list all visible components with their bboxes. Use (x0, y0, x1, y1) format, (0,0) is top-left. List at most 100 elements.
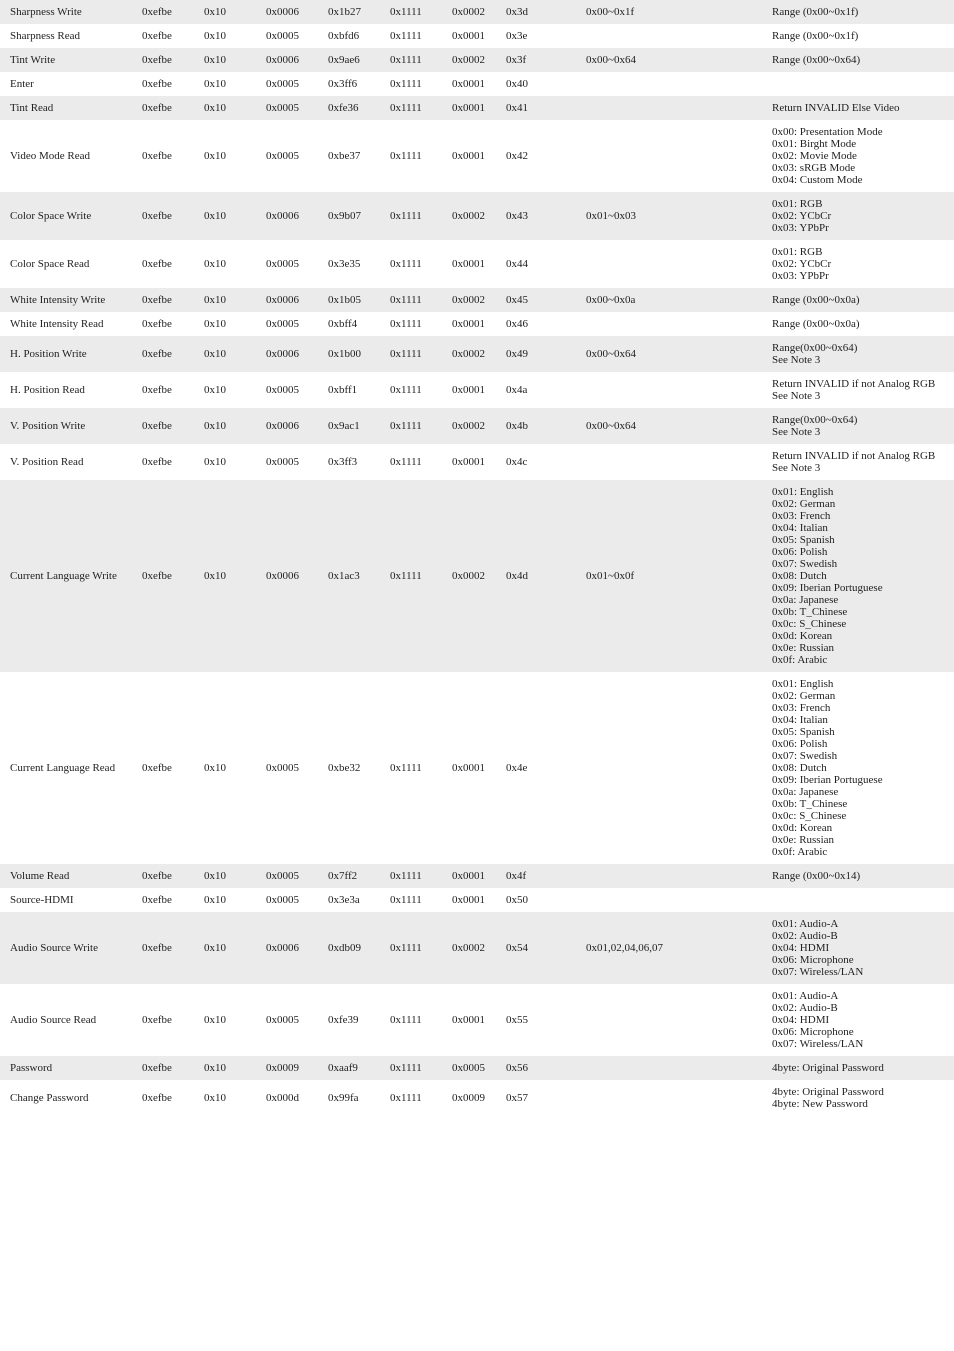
table-cell: 0x00~0x0a (582, 288, 768, 312)
table-cell: 0xbff4 (324, 312, 386, 336)
table-cell: 0x0005 (448, 1056, 502, 1080)
table-cell: 0xefbe (138, 1080, 200, 1116)
table-cell: 0x0005 (262, 672, 324, 864)
table-cell: 0xefbe (138, 48, 200, 72)
table-cell: 0xefbe (138, 888, 200, 912)
table-cell: 0x1111 (386, 312, 448, 336)
table-cell: 0x4c (502, 444, 582, 480)
protocol-table: Sharpness Write0xefbe0x100x00060x1b270x1… (0, 0, 954, 1116)
table-row: Source-HDMI0xefbe0x100x00050x3e3a0x11110… (0, 888, 954, 912)
table-cell (582, 120, 768, 192)
table-cell: 0x0002 (448, 480, 502, 672)
table-cell: 0x1111 (386, 240, 448, 288)
table-cell: 0xefbe (138, 312, 200, 336)
table-cell: 0x4f (502, 864, 582, 888)
table-cell: 0x3d (502, 0, 582, 24)
table-cell: 0xefbe (138, 240, 200, 288)
table-cell: 0x10 (200, 864, 262, 888)
table-cell: 0x1ac3 (324, 480, 386, 672)
table-cell: 0xefbe (138, 0, 200, 24)
table-cell: Range (0x00~0x0a) (768, 288, 954, 312)
table-cell: 0xbfd6 (324, 24, 386, 48)
table-cell (582, 672, 768, 864)
table-cell: 0x0006 (262, 480, 324, 672)
table-cell: 0x10 (200, 672, 262, 864)
table-cell: 0x0006 (262, 192, 324, 240)
table-cell: 0x3e3a (324, 888, 386, 912)
table-cell: 0x0009 (448, 1080, 502, 1116)
table-cell (768, 72, 954, 96)
table-cell: 0x50 (502, 888, 582, 912)
table-cell: 0x10 (200, 96, 262, 120)
table-cell: 0x1111 (386, 672, 448, 864)
table-row: Volume Read0xefbe0x100x00050x7ff20x11110… (0, 864, 954, 888)
table-cell: 0xefbe (138, 24, 200, 48)
table-cell: 0x10 (200, 408, 262, 444)
table-cell: 0x1111 (386, 48, 448, 72)
table-cell: 0x43 (502, 192, 582, 240)
table-cell (582, 96, 768, 120)
table-cell: White Intensity Read (0, 312, 138, 336)
table-cell: 0x1111 (386, 336, 448, 372)
table-row: Change Password0xefbe0x100x000d0x99fa0x1… (0, 1080, 954, 1116)
table-cell: 0x00~0x1f (582, 0, 768, 24)
table-cell: Tint Write (0, 48, 138, 72)
table-cell: 0x0002 (448, 192, 502, 240)
table-row: V. Position Write0xefbe0x100x00060x9ac10… (0, 408, 954, 444)
table-row: Audio Source Write0xefbe0x100x00060xdb09… (0, 912, 954, 984)
table-cell: 0x10 (200, 888, 262, 912)
table-cell: 0x10 (200, 912, 262, 984)
table-cell: 0x1111 (386, 408, 448, 444)
table-cell: 0xbe37 (324, 120, 386, 192)
table-cell: 0xefbe (138, 984, 200, 1056)
table-cell: 4byte: Original Password (768, 1056, 954, 1080)
table-cell (582, 240, 768, 288)
table-cell: Range(0x00~0x64)See Note 3 (768, 336, 954, 372)
table-cell: 0x0001 (448, 72, 502, 96)
table-cell: Current Language Write (0, 480, 138, 672)
table-cell: 0xefbe (138, 336, 200, 372)
table-cell: Color Space Write (0, 192, 138, 240)
table-cell: 0x0002 (448, 336, 502, 372)
table-cell: V. Position Read (0, 444, 138, 480)
table-cell: 0x10 (200, 984, 262, 1056)
table-row: Sharpness Write0xefbe0x100x00060x1b270x1… (0, 0, 954, 24)
table-cell: 0x0001 (448, 888, 502, 912)
table-cell: 0xefbe (138, 372, 200, 408)
table-cell: 0x10 (200, 336, 262, 372)
table-cell: 0x1b05 (324, 288, 386, 312)
table-cell: 0xefbe (138, 912, 200, 984)
table-cell (582, 372, 768, 408)
table-row: Video Mode Read0xefbe0x100x00050xbe370x1… (0, 120, 954, 192)
table-cell: 0xefbe (138, 864, 200, 888)
table-cell: 0x0006 (262, 408, 324, 444)
table-cell: 0x01: Audio-A0x02: Audio-B0x04: HDMI0x06… (768, 912, 954, 984)
table-row: White Intensity Read0xefbe0x100x00050xbf… (0, 312, 954, 336)
table-cell: 0x46 (502, 312, 582, 336)
table-cell: 0x42 (502, 120, 582, 192)
table-cell: Volume Read (0, 864, 138, 888)
table-cell: Enter (0, 72, 138, 96)
table-cell: 0x1111 (386, 288, 448, 312)
table-cell: Range (0x00~0x14) (768, 864, 954, 888)
table-cell: 0x1b27 (324, 0, 386, 24)
table-cell: 0x1111 (386, 192, 448, 240)
table-row: H. Position Write0xefbe0x100x00060x1b000… (0, 336, 954, 372)
table-cell: 0xfe39 (324, 984, 386, 1056)
table-cell: 0x1b00 (324, 336, 386, 372)
table-row: White Intensity Write0xefbe0x100x00060x1… (0, 288, 954, 312)
table-cell: 0x0006 (262, 336, 324, 372)
table-cell: 0xefbe (138, 672, 200, 864)
table-cell: 0x3ff3 (324, 444, 386, 480)
table-cell: Color Space Read (0, 240, 138, 288)
table-cell: 0x41 (502, 96, 582, 120)
table-cell: 0xdb09 (324, 912, 386, 984)
table-cell: White Intensity Write (0, 288, 138, 312)
table-cell: Range (0x00~0x64) (768, 48, 954, 72)
table-row: H. Position Read0xefbe0x100x00050xbff10x… (0, 372, 954, 408)
table-cell: 0x40 (502, 72, 582, 96)
table-cell: 0x10 (200, 48, 262, 72)
table-row: Tint Write0xefbe0x100x00060x9ae60x11110x… (0, 48, 954, 72)
table-cell: Password (0, 1056, 138, 1080)
table-cell: 0x3f (502, 48, 582, 72)
